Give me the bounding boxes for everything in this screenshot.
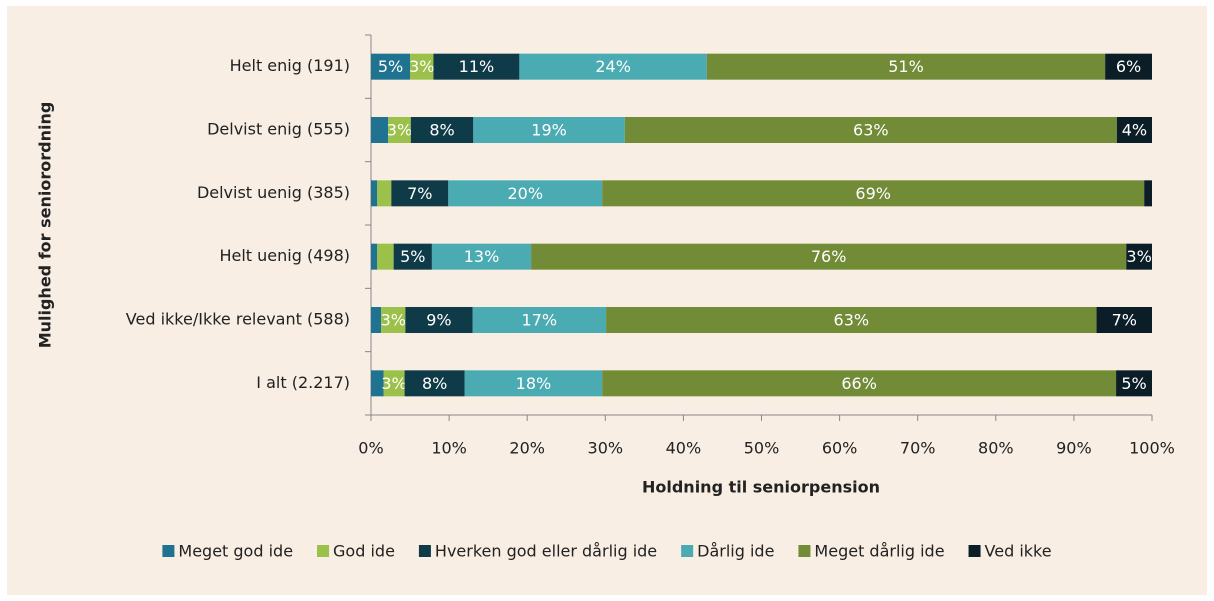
x-tick-label: 90% (1056, 439, 1092, 458)
bar-segment (377, 180, 392, 207)
legend-label: Ved ikke (985, 542, 1052, 561)
data-label: 8% (429, 121, 454, 140)
legend-label: Meget dårlig ide (814, 542, 944, 561)
data-label: 6% (1116, 57, 1141, 76)
data-label: 9% (426, 311, 451, 330)
bar-segment (706, 53, 1106, 80)
bar-segment (1144, 180, 1152, 207)
bar-segment (371, 307, 382, 333)
x-tick-label: 30% (588, 439, 624, 458)
bar-segment (405, 307, 473, 333)
x-tick-label: 40% (666, 439, 702, 458)
bar-segment (431, 243, 532, 270)
data-label: 66% (841, 374, 877, 393)
legend-label: Hverken god eller dårlig ide (435, 542, 657, 561)
bar-segment (388, 117, 411, 143)
bar-segment (391, 180, 449, 207)
data-label: 5% (400, 247, 425, 266)
data-label: 3% (1126, 247, 1151, 266)
legend-swatch (162, 545, 175, 557)
data-label: 51% (888, 57, 924, 76)
x-tick-label: 70% (900, 439, 936, 458)
x-tick-label: 100% (1129, 439, 1175, 458)
y-tick-label: Helt uenig (498) (219, 246, 350, 265)
x-tick-label: 50% (744, 439, 780, 458)
bar-segment (383, 370, 405, 397)
data-label: 5% (378, 57, 403, 76)
legend-swatch (317, 545, 330, 557)
bar-segment (381, 307, 406, 333)
legend-swatch (681, 545, 694, 557)
y-tick-label: Ved ikke/Ikke relevant (588) (126, 310, 350, 329)
bar-segment (472, 307, 607, 333)
data-label: 17% (522, 311, 558, 330)
bar-segment (531, 243, 1127, 270)
x-tick-label: 20% (509, 439, 545, 458)
x-tick-label: 60% (822, 439, 858, 458)
data-label: 13% (464, 247, 500, 266)
data-label: 7% (407, 184, 432, 203)
x-axis-label: Holdning til seniorpension (642, 478, 880, 497)
bar-segment (1116, 117, 1152, 143)
bar-segment (473, 117, 625, 143)
bar-segment (1126, 243, 1152, 270)
y-tick-label: I alt (2.217) (256, 373, 350, 392)
data-label: 3% (381, 311, 406, 330)
bar-segment (602, 370, 1117, 397)
x-tick-label: 80% (978, 439, 1014, 458)
legend-label: God ide (333, 542, 395, 561)
legend-label: Meget god ide (178, 542, 293, 561)
bar-segment (371, 53, 411, 80)
bar-segment (371, 243, 378, 270)
data-label: 3% (381, 374, 406, 393)
bar-segment (1116, 370, 1152, 397)
bar-segment (371, 117, 389, 143)
data-label: 76% (811, 247, 847, 266)
y-axis-label: Mulighed for seniorordning (36, 102, 55, 349)
y-tick-label: Helt enig (191) (230, 56, 350, 75)
bar-segment (1096, 307, 1152, 333)
data-label: 20% (507, 184, 543, 203)
bar-segment (602, 180, 1145, 207)
bar-segment (464, 370, 603, 397)
background (7, 6, 1207, 595)
bar-segment (606, 307, 1097, 333)
bar-segment (1105, 53, 1152, 80)
data-label: 19% (531, 121, 567, 140)
data-label: 63% (834, 311, 870, 330)
data-label: 18% (516, 374, 552, 393)
bar-segment (393, 243, 432, 270)
bar-segment (371, 370, 384, 397)
data-label: 8% (422, 374, 447, 393)
bar-segment (433, 53, 520, 80)
legend-swatch (798, 545, 811, 557)
bar-segment (377, 243, 394, 270)
bar-segment (624, 117, 1117, 143)
legend-swatch (418, 545, 431, 557)
bar-segment (410, 53, 434, 80)
data-label: 69% (855, 184, 891, 203)
data-label: 24% (595, 57, 631, 76)
bar-segment (519, 53, 707, 80)
legend-swatch (968, 545, 981, 557)
legend-label: Dårlig ide (697, 542, 774, 561)
x-tick-label: 10% (431, 439, 467, 458)
data-label: 3% (387, 121, 412, 140)
data-label: 7% (1112, 311, 1137, 330)
data-label: 3% (409, 57, 434, 76)
data-label: 4% (1122, 121, 1147, 140)
data-label: 63% (853, 121, 889, 140)
data-label: 11% (459, 57, 495, 76)
bar-segment (404, 370, 465, 397)
bar-segment (448, 180, 603, 207)
data-label: 5% (1121, 374, 1146, 393)
y-tick-label: Delvist enig (555) (207, 120, 350, 139)
bar-segment (410, 117, 474, 143)
x-tick-label: 0% (358, 439, 383, 458)
bar-segment (371, 180, 378, 207)
y-tick-label: Delvist uenig (385) (197, 183, 350, 202)
